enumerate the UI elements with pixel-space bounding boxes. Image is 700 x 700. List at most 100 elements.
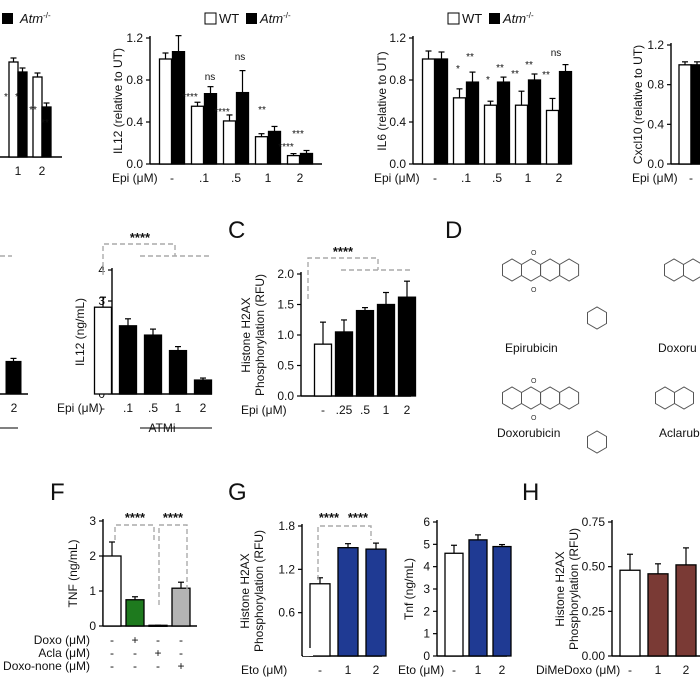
bar-atm (434, 58, 449, 165)
panel-letter-d: D (445, 217, 462, 244)
doxorubicin-core-ring (540, 386, 561, 410)
panel-g1-h2ax-chart: 0.6 1.2 1.8 Histone H2AX Phosphorylation (RF… (238, 510, 387, 677)
significance-label: * (456, 64, 460, 75)
y-axis-label: IL12 (ng/mL) (73, 298, 87, 366)
y-tick-label: 3 (89, 514, 96, 528)
x-tick-label: 1 (15, 164, 22, 178)
x-tick-label: - (321, 403, 325, 417)
bar (125, 599, 145, 627)
bar (444, 552, 464, 657)
panel-a1-chart: 1 2* ***** (0, 57, 62, 178)
legend-wt-swatch-mid (204, 12, 217, 25)
bar-wt (452, 97, 467, 165)
bar-wt (678, 64, 692, 165)
x-tick-label: 1 (655, 663, 662, 677)
bar (118, 325, 138, 395)
row-value: - (179, 646, 183, 660)
panel-letter-c: C (228, 217, 245, 244)
bar (313, 343, 333, 397)
doxoru-cut-ring (664, 258, 684, 282)
bar (168, 349, 188, 395)
label-doxorubicin: Doxorubicin (497, 426, 560, 440)
label-epirubicin: Epirubicin (505, 341, 558, 355)
y-tick-label: 0.0 (389, 157, 406, 171)
y-tick-label: 1.2 (278, 562, 295, 576)
legend-wt-label-right: WT (462, 11, 482, 26)
legend-atm-label-left: Atm-/- (19, 11, 51, 26)
y-tick-label: 0.0 (647, 157, 664, 171)
y-tick-label: 0 (89, 619, 96, 633)
x-tick-label: 2 (373, 663, 380, 677)
significance-bracket (114, 524, 188, 605)
x-tick-label: 1 (475, 663, 482, 677)
bar-atm (690, 64, 700, 165)
y-tick-label: 2 (423, 604, 430, 618)
bar-wt (483, 104, 498, 165)
x-axis-title: DiMeDoxo (μM) (536, 663, 620, 677)
y-tick-label: 0.50 (582, 560, 606, 574)
row-value: - (110, 633, 114, 647)
row-value: - (156, 659, 160, 673)
bar (102, 555, 122, 627)
row-value: - (179, 633, 183, 647)
y-tick-label: 0.4 (126, 115, 143, 129)
x-axis-title: Epi (μM) (374, 171, 420, 185)
bar-wt (545, 109, 560, 165)
bar-wt (514, 104, 529, 165)
y-tick-label: 5 (423, 537, 430, 551)
row-label: Doxo (μM) (34, 633, 90, 647)
y-axis-label-line1: Histone H2AX (239, 297, 253, 372)
legend-atm-label-right: Atm-/- (502, 11, 534, 26)
significance-label: ** (496, 63, 504, 74)
row-label: Doxo-none (μM) (3, 659, 90, 673)
x-tick-label: .1 (199, 171, 209, 185)
x-tick-label: 1 (525, 171, 532, 185)
bar (675, 564, 697, 657)
x-axis-title: Epi (μM) (241, 403, 287, 417)
legend-top-right: WT Atm-/- (447, 11, 534, 26)
x-tick-label: 2 (683, 663, 690, 677)
x-tick-label: 1 (175, 401, 182, 415)
y-tick-label: 0.8 (126, 73, 143, 87)
bar-atm (203, 93, 218, 165)
significance-label: *** (292, 129, 304, 140)
y-tick-label: 1.2 (126, 31, 143, 45)
bar (468, 539, 488, 657)
y-tick-label: 1.2 (647, 38, 664, 52)
panel-d-structures: O O O O (502, 250, 700, 454)
y-axis-label: TNF (ng/mL) (66, 539, 80, 607)
legend-wt-swatch-right (447, 12, 460, 25)
row-value: + (154, 646, 161, 660)
bar (355, 309, 375, 397)
y-axis-label-line1: Histone H2AX (553, 551, 567, 626)
bar-wt (158, 58, 173, 165)
bar (647, 573, 669, 657)
row-value: + (177, 659, 184, 673)
bar-wt (254, 136, 269, 165)
x-tick-label: - (101, 401, 105, 415)
x-tick-label: .1 (123, 401, 133, 415)
doxorubicin-sugar (587, 430, 607, 454)
significance-label: **** (214, 107, 230, 118)
y-tick-label: 1 (89, 584, 96, 598)
y-tick-label: 0.00 (582, 649, 606, 663)
group-label: ATMi (148, 421, 175, 435)
y-tick-label: 4 (98, 263, 105, 277)
significance-label: **** (125, 510, 146, 525)
x-tick-label: - (170, 171, 174, 185)
x-tick-label: .5 (492, 171, 502, 185)
bar (334, 331, 354, 397)
bar-wt (286, 154, 301, 165)
doxorubicin-core-ring (502, 386, 522, 410)
panel-g2-tnf-chart: 0 1 2 3 4 5 6 Tnf (ng/mL) Eto (μM) - 1 2 (398, 515, 512, 677)
y-tick-label: 0.8 (389, 73, 406, 87)
bar-atm (17, 71, 28, 158)
y-tick-label: 4 (423, 560, 430, 574)
epirubicin-sugar (587, 306, 607, 330)
